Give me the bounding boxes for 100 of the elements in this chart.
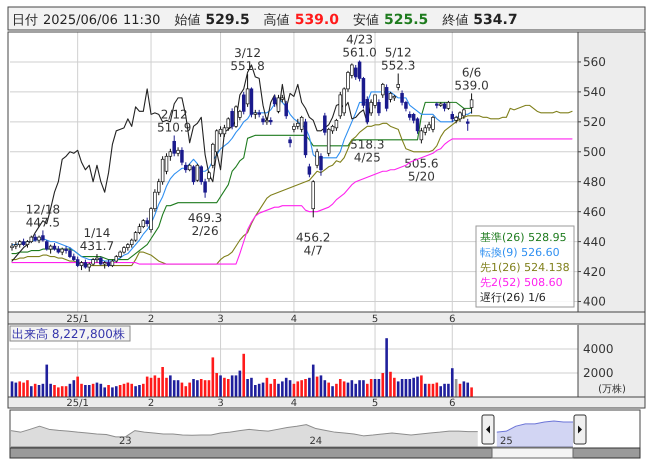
bar xyxy=(296,381,300,397)
bar xyxy=(223,378,226,397)
candlestick xyxy=(326,127,330,157)
y-tick-label: 400 xyxy=(583,294,606,309)
bar xyxy=(458,384,462,397)
candlestick xyxy=(76,256,80,268)
bar xyxy=(443,384,446,397)
bar xyxy=(370,379,372,397)
bar xyxy=(436,382,438,397)
bar xyxy=(412,378,415,397)
bar xyxy=(30,386,33,397)
y-tick-label: 560 xyxy=(583,55,606,70)
y-axis-title: (万株) xyxy=(598,383,626,395)
bar xyxy=(64,386,68,397)
annotation: 1/14 431.7 xyxy=(80,226,114,254)
y-tick-label: 520 xyxy=(583,115,606,130)
bar xyxy=(45,364,48,397)
candlestick xyxy=(207,170,211,182)
bar xyxy=(354,384,358,397)
bar xyxy=(246,379,249,397)
y-tick-label: 540 xyxy=(583,85,606,100)
bar xyxy=(304,379,307,397)
bar xyxy=(76,376,79,397)
bar xyxy=(358,380,361,397)
bar xyxy=(362,380,365,397)
candlestick xyxy=(288,136,292,148)
bar xyxy=(428,384,430,397)
x-tick-label: 6 xyxy=(449,314,456,325)
y-tick-label: 440 xyxy=(583,234,606,249)
bar xyxy=(14,382,18,397)
y-tick-label: 460 xyxy=(583,204,606,219)
bar xyxy=(346,382,350,397)
x-tick-label: 2 xyxy=(148,314,154,325)
candlestick xyxy=(180,146,184,166)
text: 先2(52) 508.60 xyxy=(480,276,563,289)
candlestick xyxy=(388,91,392,103)
candlestick xyxy=(396,72,400,91)
bar xyxy=(154,375,156,397)
x-tick-label: 25 xyxy=(500,436,513,447)
x-tick-label: 3 xyxy=(217,314,224,325)
bar xyxy=(38,385,40,397)
text: 基準(26) 528.95 xyxy=(480,231,567,244)
bar xyxy=(10,381,14,397)
bar xyxy=(342,381,346,397)
candlestick xyxy=(246,74,250,108)
x-tick-label: 2 xyxy=(148,398,154,409)
bar xyxy=(262,382,264,397)
x-tick-label: 24 xyxy=(309,436,322,447)
candlestick xyxy=(462,108,466,120)
bar xyxy=(470,387,473,397)
candlestick xyxy=(242,91,246,115)
bar xyxy=(192,379,195,397)
bar xyxy=(389,372,392,397)
bar xyxy=(34,384,36,397)
bar xyxy=(130,384,134,397)
bar xyxy=(180,382,184,397)
chart-title: 出来高 8,227,800株 xyxy=(12,327,125,341)
bar xyxy=(385,338,388,397)
x-tick-label: 5 xyxy=(372,314,378,325)
bar xyxy=(316,376,318,397)
bar xyxy=(26,380,29,397)
candlestick xyxy=(315,148,319,169)
bar xyxy=(68,384,72,397)
candlestick xyxy=(45,240,49,252)
bar xyxy=(22,382,25,397)
bar xyxy=(169,375,172,397)
bar xyxy=(284,378,288,397)
annotation: 456.2 4/7 xyxy=(296,230,330,258)
candlestick xyxy=(377,98,381,116)
annotation: 3/12 551.8 xyxy=(230,46,265,74)
candlestick xyxy=(230,108,234,130)
bar xyxy=(72,380,76,397)
annotation: 469.3 2/26 xyxy=(188,210,222,238)
bar xyxy=(53,385,56,397)
candlestick xyxy=(284,100,288,120)
bar xyxy=(88,385,91,397)
bar xyxy=(408,379,412,397)
annotation: 518.3 4/25 xyxy=(350,137,384,164)
bar xyxy=(18,381,22,397)
bar xyxy=(432,384,434,397)
bar xyxy=(204,380,206,397)
bar xyxy=(404,379,408,397)
bar xyxy=(266,378,268,397)
y-tick-label: 420 xyxy=(583,264,606,279)
candlestick xyxy=(300,115,304,133)
bar xyxy=(250,378,253,397)
candlestick xyxy=(470,92,474,114)
candlestick xyxy=(466,118,470,132)
bar xyxy=(107,385,110,397)
bar xyxy=(114,386,118,397)
bar xyxy=(126,382,130,397)
bar xyxy=(242,354,246,397)
bar xyxy=(111,387,114,397)
bar xyxy=(277,384,280,397)
candlestick xyxy=(334,118,338,132)
text: 先1(26) 524.138 xyxy=(480,261,570,274)
bar xyxy=(400,379,404,397)
candlestick xyxy=(192,164,196,186)
candlestick xyxy=(172,134,176,157)
bar xyxy=(462,381,466,397)
